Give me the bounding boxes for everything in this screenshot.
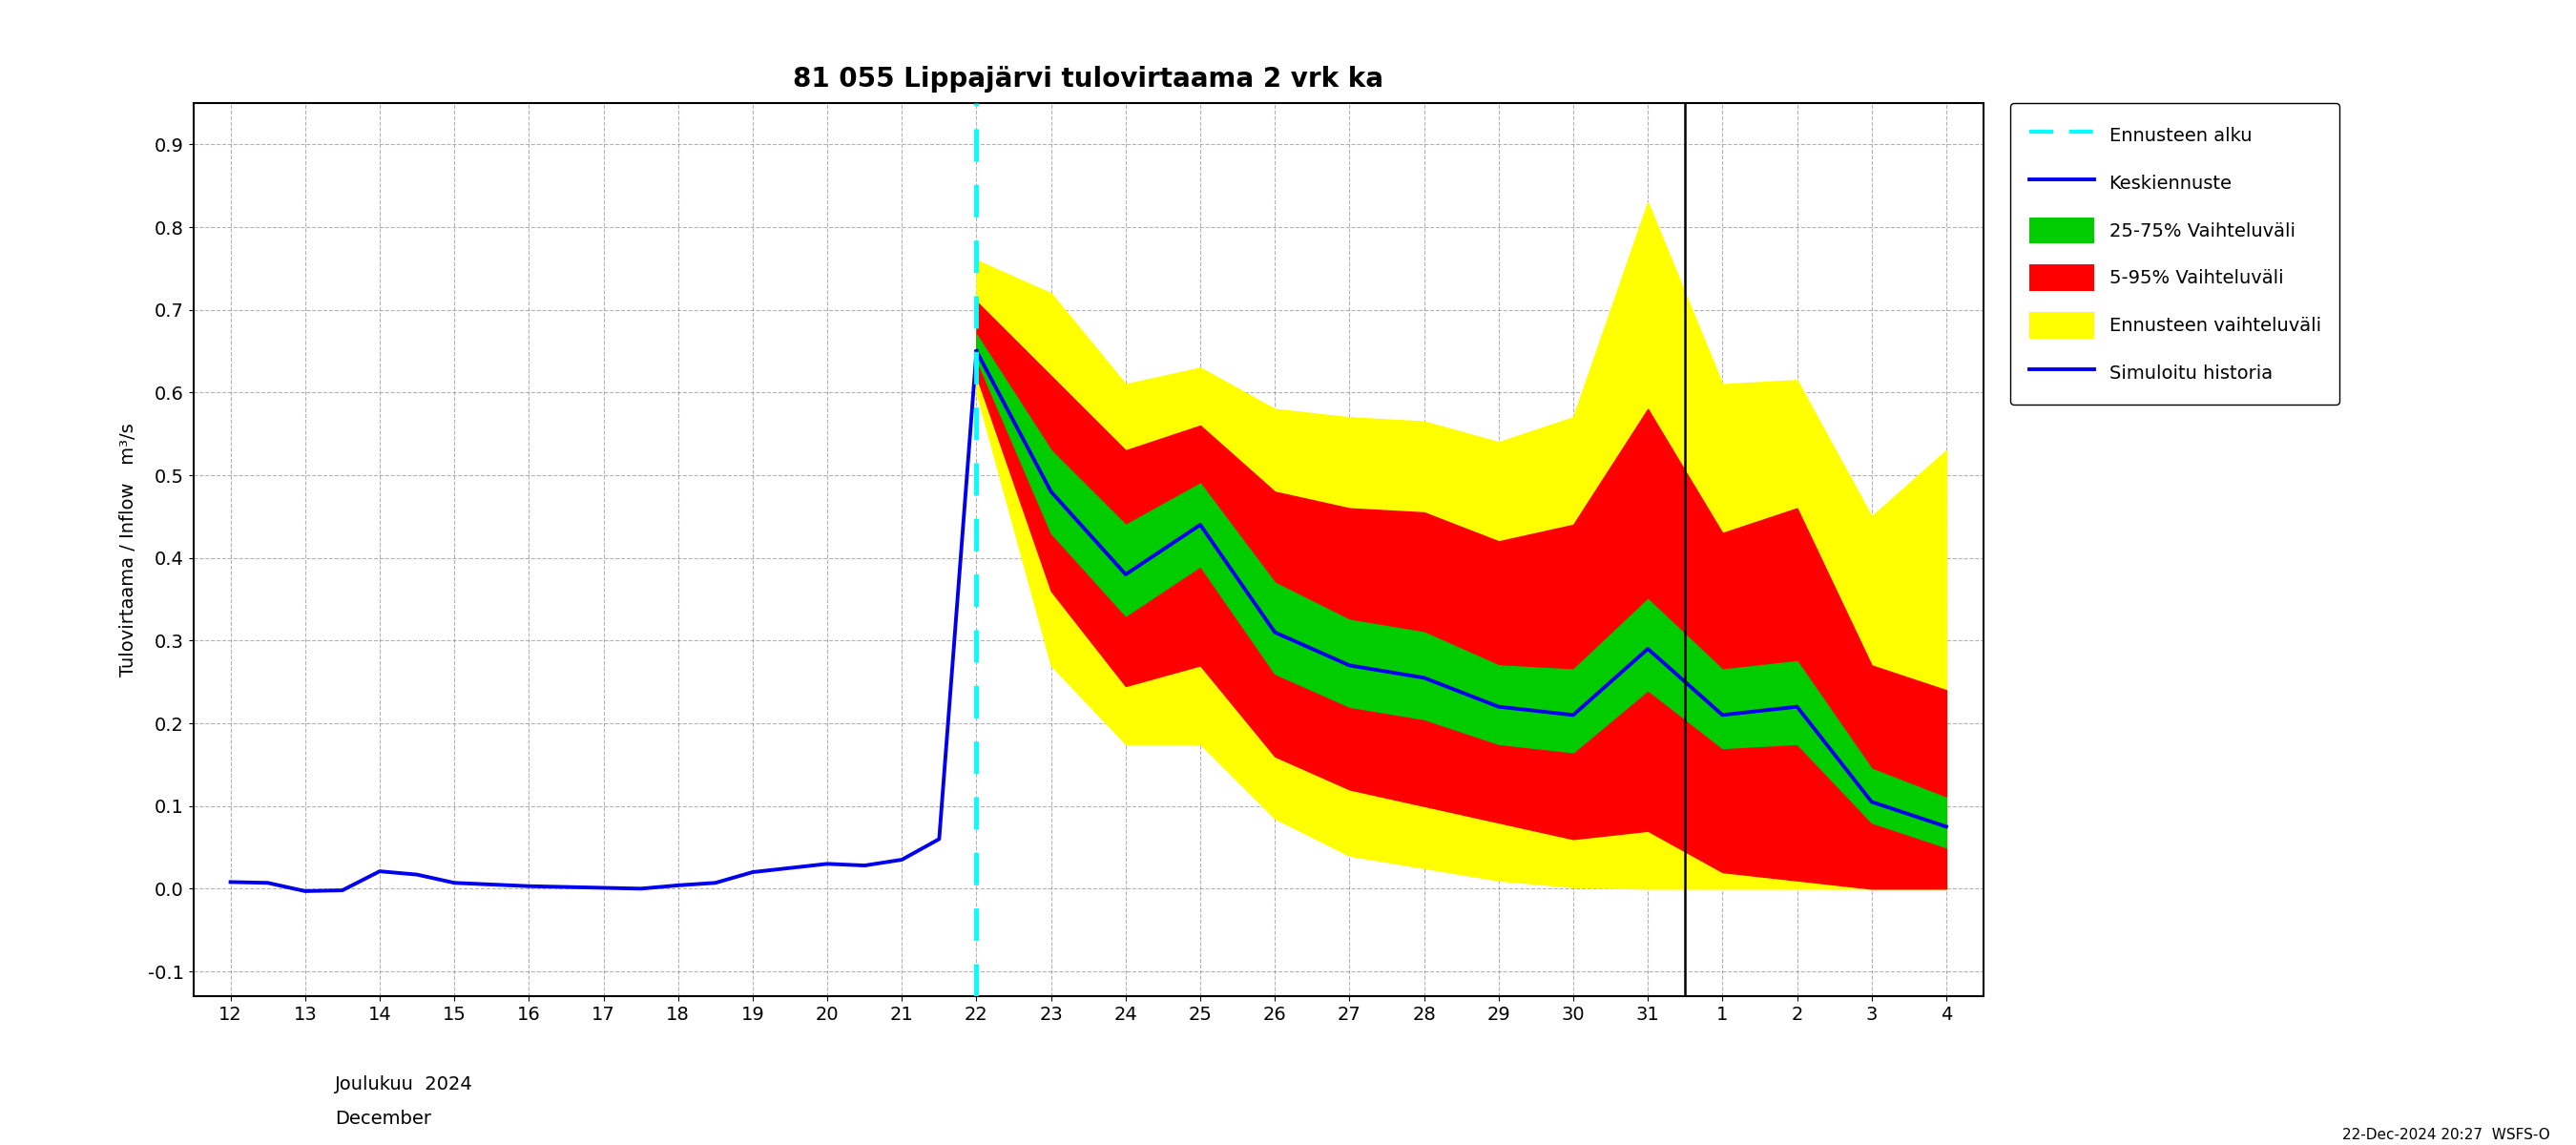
Y-axis label: Tulovirtaama / Inflow   m³/s: Tulovirtaama / Inflow m³/s xyxy=(118,423,137,677)
Title: 81 055 Lippajärvi tulovirtaama 2 vrk ka: 81 055 Lippajärvi tulovirtaama 2 vrk ka xyxy=(793,66,1383,93)
Text: 22-Dec-2024 20:27  WSFS-O: 22-Dec-2024 20:27 WSFS-O xyxy=(2342,1128,2550,1143)
Legend: Ennusteen alku, Keskiennuste, 25-75% Vaihteluväli, 5-95% Vaihteluväli, Ennusteen: Ennusteen alku, Keskiennuste, 25-75% Vai… xyxy=(2012,103,2339,404)
Text: December: December xyxy=(335,1111,430,1128)
Text: Joulukuu  2024: Joulukuu 2024 xyxy=(335,1076,474,1093)
